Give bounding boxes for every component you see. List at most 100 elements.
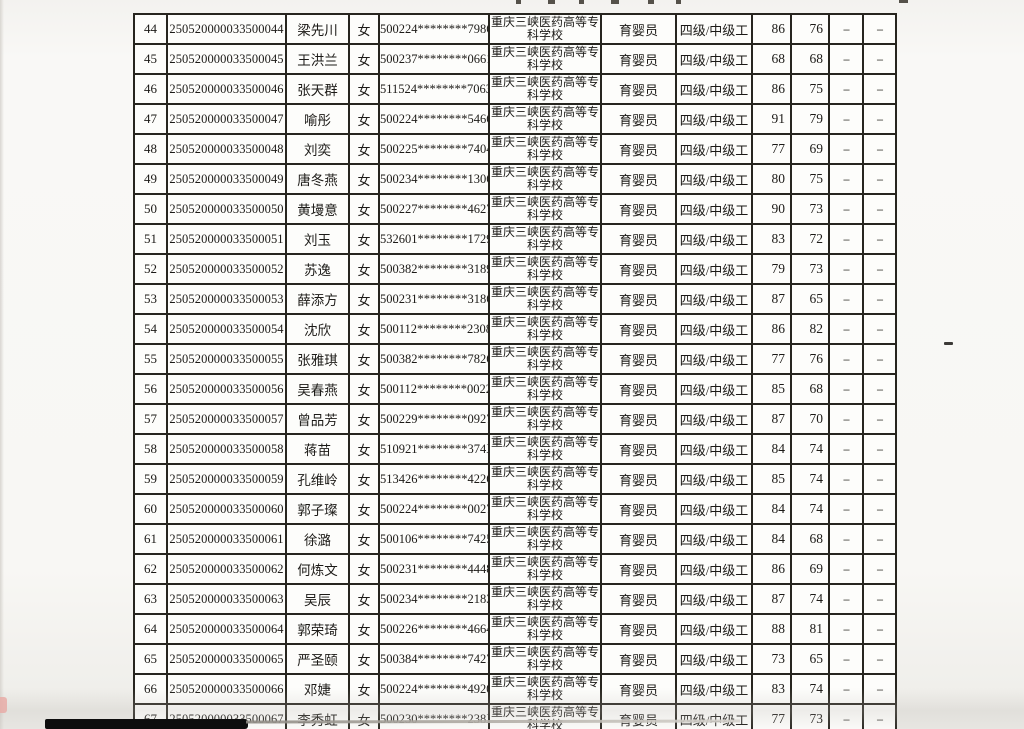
cell-occupation: 育婴员 [600, 373, 677, 405]
cell-dash: -- [862, 613, 897, 645]
cell-score-theory: 85 [751, 463, 792, 495]
cell-school: 重庆三峡医药高等专 科学校 [488, 43, 602, 75]
cell-name: 吴春燕 [285, 373, 350, 405]
cell-school: 重庆三峡医药高等专 科学校 [488, 163, 602, 195]
cell-skill-level: 四级/中级工 [675, 403, 753, 435]
table-row: 51 250520000033500051 刘玉 女 532601*******… [133, 223, 897, 255]
cell-dash: -- [862, 313, 897, 345]
cell-score-practical: 65 [790, 643, 830, 675]
table-row: 54 250520000033500054 沈欣 女 500112*******… [133, 313, 897, 345]
cell-occupation: 育婴员 [600, 163, 677, 195]
cell-id-card-number: 532601********1729 [378, 223, 490, 255]
cell-score-theory: 68 [751, 43, 792, 75]
cell-score-practical: 70 [790, 403, 830, 435]
cell-dash: -- [828, 613, 864, 645]
cell-score-theory: 84 [751, 433, 792, 465]
cell-registration-id: 250520000033500063 [166, 583, 287, 615]
cell-gender: 女 [348, 403, 380, 435]
cell-school: 重庆三峡医药高等专 科学校 [488, 403, 602, 435]
cell-id-card-number: 500227********4627 [378, 193, 490, 225]
cell-name: 严圣颐 [285, 643, 350, 675]
cell-name: 刘玉 [285, 223, 350, 255]
cell-gender: 女 [348, 613, 380, 645]
cell-score-practical: 69 [790, 553, 830, 585]
cell-name: 郭子璨 [285, 493, 350, 525]
cell-id-card-number: 500229********0927 [378, 403, 490, 435]
table-row: 67 250520000033500067 李秀虹 女 500230******… [133, 703, 897, 729]
cell-gender: 女 [348, 223, 380, 255]
cell-gender: 女 [348, 373, 380, 405]
cell-dash: -- [862, 283, 897, 315]
cell-score-practical: 73 [790, 193, 830, 225]
table-row: 66 250520000033500066 邓婕 女 500224*******… [133, 673, 897, 705]
cell-dash: -- [828, 463, 864, 495]
cell-id-card-number: 500234********2183 [378, 583, 490, 615]
cell-skill-level: 四级/中级工 [675, 673, 753, 705]
cell-skill-level: 四级/中级工 [675, 133, 753, 165]
cell-row-number: 64 [133, 613, 168, 645]
cell-name: 黄墁意 [285, 193, 350, 225]
cell-score-practical: 73 [790, 253, 830, 285]
cell-score-practical: 76 [790, 343, 830, 375]
cell-gender: 女 [348, 193, 380, 225]
table-row: 62 250520000033500062 何炼文 女 500231******… [133, 553, 897, 585]
cell-id-card-number: 500384********7427 [378, 643, 490, 675]
cell-occupation: 育婴员 [600, 433, 677, 465]
cell-school: 重庆三峡医药高等专 科学校 [488, 613, 602, 645]
cell-row-number: 49 [133, 163, 168, 195]
cell-dash: -- [862, 433, 897, 465]
cell-occupation: 育婴员 [600, 13, 677, 45]
cell-gender: 女 [348, 253, 380, 285]
scanner-black-artifact [45, 719, 248, 729]
cell-occupation: 育婴员 [600, 253, 677, 285]
cell-registration-id: 250520000033500055 [166, 343, 287, 375]
cell-occupation: 育婴员 [600, 673, 677, 705]
cell-score-practical: 79 [790, 103, 830, 135]
cell-skill-level: 四级/中级工 [675, 523, 753, 555]
cell-score-theory: 85 [751, 373, 792, 405]
pink-smudge-artifact [0, 697, 7, 713]
cell-dash: -- [828, 223, 864, 255]
cell-dash: -- [862, 163, 897, 195]
cell-school: 重庆三峡医药高等专 科学校 [488, 433, 602, 465]
cell-occupation: 育婴员 [600, 133, 677, 165]
cell-registration-id: 250520000033500047 [166, 103, 287, 135]
cell-occupation: 育婴员 [600, 463, 677, 495]
scanner-edge-shadow [0, 0, 4, 729]
cell-school: 重庆三峡医药高等专 科学校 [488, 193, 602, 225]
table-row: 50 250520000033500050 黄墁意 女 500227******… [133, 193, 897, 225]
cell-skill-level: 四级/中级工 [675, 283, 753, 315]
cell-skill-level: 四级/中级工 [675, 43, 753, 75]
cell-skill-level: 四级/中级工 [675, 643, 753, 675]
cell-dash: -- [862, 703, 897, 729]
cell-gender: 女 [348, 523, 380, 555]
cell-id-card-number: 500231********3186 [378, 283, 490, 315]
cell-score-theory: 86 [751, 13, 792, 45]
table-row: 63 250520000033500063 吴辰 女 500234*******… [133, 583, 897, 615]
cell-skill-level: 四级/中级工 [675, 613, 753, 645]
cell-score-practical: 74 [790, 493, 830, 525]
cell-registration-id: 250520000033500050 [166, 193, 287, 225]
cell-row-number: 63 [133, 583, 168, 615]
cell-skill-level: 四级/中级工 [675, 13, 753, 45]
cell-skill-level: 四级/中级工 [675, 583, 753, 615]
cell-dash: -- [828, 433, 864, 465]
cell-registration-id: 250520000033500064 [166, 613, 287, 645]
cell-gender: 女 [348, 283, 380, 315]
cell-row-number: 51 [133, 223, 168, 255]
cell-id-card-number: 500226********4664 [378, 613, 490, 645]
cell-dash: -- [828, 343, 864, 375]
cell-score-practical: 72 [790, 223, 830, 255]
cell-row-number: 59 [133, 463, 168, 495]
cell-registration-id: 250520000033500045 [166, 43, 287, 75]
cell-id-card-number: 500231********4448 [378, 553, 490, 585]
cell-name: 张雅琪 [285, 343, 350, 375]
cell-dash: -- [828, 583, 864, 615]
cell-score-theory: 87 [751, 583, 792, 615]
cell-dash: -- [862, 463, 897, 495]
table-row: 57 250520000033500057 曾品芳 女 500229******… [133, 403, 897, 435]
cell-dash: -- [862, 133, 897, 165]
cell-score-theory: 83 [751, 223, 792, 255]
cell-score-theory: 90 [751, 193, 792, 225]
cell-name: 何炼文 [285, 553, 350, 585]
